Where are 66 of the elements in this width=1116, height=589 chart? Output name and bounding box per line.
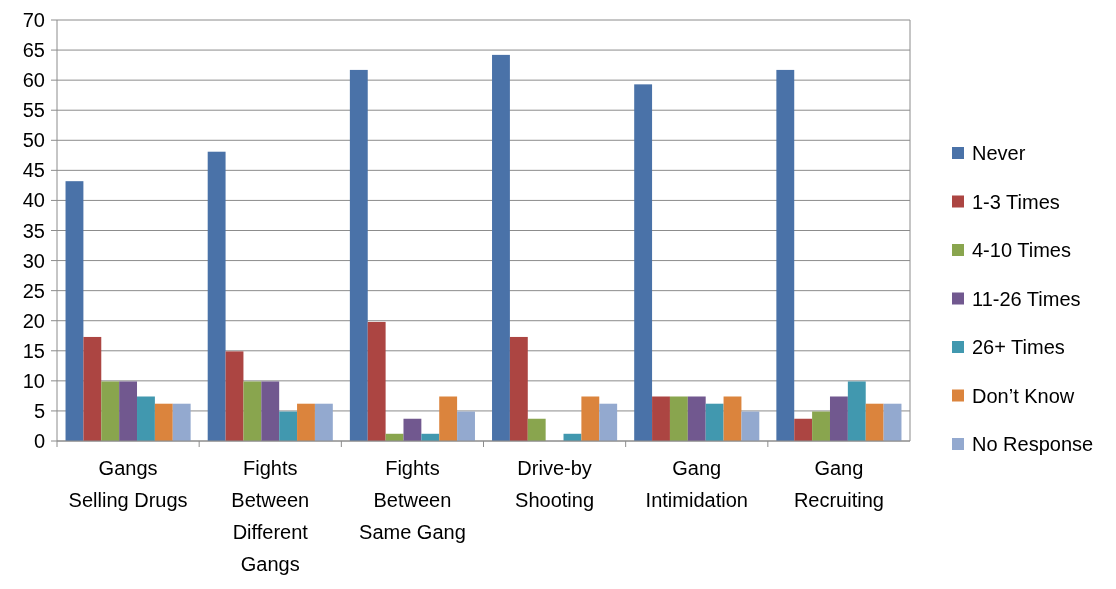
bar <box>314 403 333 441</box>
legend-label: 26+ Times <box>972 336 1065 358</box>
y-tick-label: 0 <box>33 430 45 452</box>
bar <box>687 396 706 441</box>
legend-label: 11-26 Times <box>972 287 1081 310</box>
bar <box>652 396 670 441</box>
bar <box>83 336 102 441</box>
y-tick-label: 40 <box>22 189 45 212</box>
bar <box>279 411 298 441</box>
legend-label: Never <box>972 142 1026 164</box>
bar <box>581 396 600 441</box>
y-tick-label: 30 <box>22 249 45 272</box>
bar <box>794 418 813 441</box>
y-tick-label: 35 <box>22 219 45 242</box>
bar <box>349 69 368 441</box>
bar <box>119 381 138 441</box>
bar <box>847 381 866 441</box>
bar <box>403 418 422 441</box>
bar <box>527 418 546 441</box>
y-tick-label: 25 <box>22 279 45 302</box>
y-tick-label: 55 <box>22 99 45 122</box>
bar <box>297 403 315 441</box>
bar <box>172 403 191 441</box>
bar <box>243 381 262 441</box>
bar <box>865 403 884 441</box>
legend-label: 1-3 Times <box>972 190 1060 213</box>
bar <box>509 336 528 441</box>
x-tick-label: Gang Recruiting <box>793 457 884 511</box>
bar <box>723 396 742 441</box>
bar <box>705 403 724 441</box>
x-tick-label: Fights Between Different Gangs <box>231 457 310 575</box>
x-tick-label: Gang Intimidation <box>645 457 748 511</box>
x-tick-label: Gangs Selling Drugs <box>68 457 188 511</box>
y-tick-label: 15 <box>22 339 45 362</box>
bar <box>492 54 510 441</box>
bar <box>883 403 902 441</box>
bar <box>154 403 173 441</box>
x-tick-label: Drive-by Shooting <box>515 457 595 511</box>
y-tick-label: 5 <box>33 399 45 422</box>
bar <box>137 396 155 441</box>
bar <box>367 321 386 441</box>
legend-label: 4-10 Times <box>972 239 1071 261</box>
bar <box>65 181 84 441</box>
bar <box>207 151 226 441</box>
bar <box>261 381 280 441</box>
y-tick-label: 10 <box>22 369 45 392</box>
bar <box>829 396 848 441</box>
bar <box>101 381 120 441</box>
bar <box>812 411 830 441</box>
y-tick-label: 70 <box>22 9 45 31</box>
bar <box>225 351 244 441</box>
bar <box>741 411 760 441</box>
legend-label: Don’t Know <box>972 384 1075 407</box>
bar <box>776 69 795 441</box>
y-tick-label: 45 <box>22 159 45 182</box>
bar <box>599 403 618 441</box>
bar <box>457 411 475 441</box>
y-tick-label: 65 <box>22 39 45 62</box>
y-tick-label: 20 <box>22 309 45 332</box>
bar <box>439 396 458 441</box>
legend-label: No Response <box>972 433 1094 455</box>
y-tick-label: 50 <box>22 129 45 152</box>
y-tick-label: 60 <box>22 69 45 92</box>
bar <box>634 84 653 441</box>
x-tick-label: Fights Between Same Gang <box>359 457 466 543</box>
bar <box>669 396 688 441</box>
